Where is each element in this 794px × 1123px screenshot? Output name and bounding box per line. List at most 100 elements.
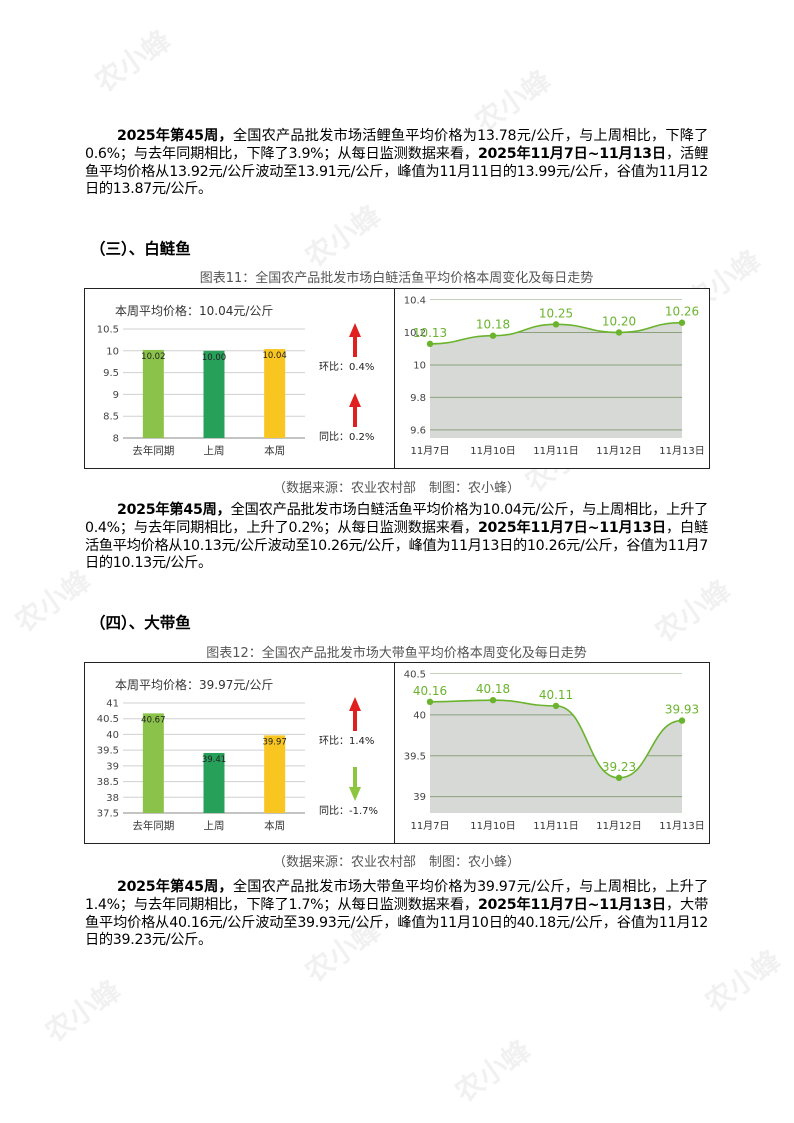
x-tick-label: 去年同期 [132, 819, 174, 832]
y-tick-label: 40.5 [97, 714, 119, 725]
watermark: 农小蜂 [648, 573, 737, 649]
para-lead: 2025年第45周， [117, 502, 231, 518]
section-title-silver-carp: （三）、白鲢鱼 [90, 240, 191, 258]
para-date-range: 2025年11月7日~11月13日 [477, 145, 666, 162]
y-tick-label: 10.2 [404, 328, 426, 339]
line-panel-hairtail: 40.5 40 39.5 39 40.16 11月7日 40.18 11月10日 40.11 11… [394, 662, 710, 844]
data-point [489, 332, 497, 339]
bar [142, 713, 164, 813]
data-value-label: 39.93 [665, 703, 699, 717]
bar-value-label: 10.00 [202, 353, 226, 363]
chart-subtitle: 本周平均价格：10.04元/公斤 [115, 303, 273, 318]
line-panel-silver-carp: 10.4 10.2 10 9.8 9.6 10.13 11月7日 10.18 11月10日 10.… [394, 288, 710, 469]
y-tick-label: 10.4 [404, 296, 426, 307]
change-label: 环比：1.4% [319, 735, 374, 747]
section-title-hairtail: （四）、大带鱼 [90, 614, 191, 632]
data-point [678, 319, 686, 326]
bar-panel-hairtail: 本周平均价格：39.97元/公斤 41 40.5 40 39.5 39 38.5 38 37.5… [84, 662, 398, 844]
para-text: ，活鲤鱼平均价格从13.92元/公斤波动至13.91元/公斤，峰值为11月11日… [85, 145, 708, 198]
x-tick-label: 11月10日 [470, 445, 515, 457]
chart-subtitle: 本周平均价格：39.97元/公斤 [115, 677, 273, 692]
paragraph-hairtail: 2025年第45周，全国农产品批发市场大带鱼平均价格为39.97元/公斤，与上周… [85, 879, 708, 950]
para-text: 全国农产品批发市场白鲢活鱼平均价格为10.04元/公斤，与上周相比，上升了0.4… [85, 502, 708, 536]
x-tick-label: 本周 [264, 444, 285, 457]
bar-chart-hairtail: 本周平均价格：39.97元/公斤 41 40.5 40 39.5 39 38.5 38 37.5… [97, 677, 378, 832]
data-point [426, 340, 434, 348]
paragraph-carp: 2025年第45周，全国农产品批发市场活鲤鱼平均价格为13.78元/公斤，与上周… [85, 128, 708, 199]
x-tick-label: 本周 [264, 819, 285, 832]
y-tick-label: 38 [106, 793, 119, 804]
line-chart-silver-carp: 10.4 10.2 10 9.8 9.6 10.13 11月7日 10.18 11月10日 10.… [404, 296, 705, 458]
y-tick-label: 38.5 [97, 777, 119, 788]
x-tick-label: 11月12日 [596, 820, 641, 832]
y-tick-label: 39.5 [404, 751, 426, 762]
bar [264, 349, 286, 438]
data-value-label: 40.11 [539, 688, 573, 702]
data-value-label: 10.13 [413, 326, 447, 340]
x-tick-label: 11月7日 [410, 445, 449, 457]
watermark: 农小蜂 [88, 23, 177, 99]
y-tick-label: 9.6 [410, 425, 426, 436]
x-tick-label: 11月11日 [533, 820, 578, 832]
line-chart-hairtail: 40.5 40 39.5 39 40.16 11月7日 40.18 11月10日 40.11 11… [404, 670, 705, 833]
data-point [615, 774, 623, 782]
data-point [489, 696, 497, 704]
y-tick-label: 9.8 [410, 393, 426, 404]
para-date-range: 2025年11月7日~11月13日 [477, 519, 666, 536]
x-tick-label: 去年同期 [132, 444, 174, 457]
y-tick-label: 39 [413, 792, 426, 803]
x-tick-label: 上周 [204, 445, 225, 457]
change-label: 同比：-1.7% [319, 805, 378, 817]
x-tick-label: 上周 [204, 820, 225, 832]
y-tick-label: 39.5 [97, 746, 119, 757]
bar [203, 752, 225, 813]
para-lead: 2025年第45周， [117, 128, 233, 144]
y-tick-label: 40 [413, 710, 426, 721]
y-tick-label: 9.5 [103, 368, 119, 379]
arrow-up-icon [349, 697, 361, 731]
bar-value-label: 39.41 [202, 755, 226, 765]
data-point [678, 717, 686, 724]
data-value-label: 10.26 [665, 305, 699, 319]
bar-chart-silver-carp: 本周平均价格：10.04元/公斤 10.5 10 9.5 9 8.5 8 10.02 去年同期 1… [97, 303, 375, 457]
arrow-up-icon [349, 323, 361, 357]
para-text: 全国农产品批发市场大带鱼平均价格为39.97元/公斤，与上周相比，上升了1.4%… [85, 879, 708, 913]
y-tick-label: 40.5 [404, 670, 426, 681]
figure-title-12: 图表12：全国农产品批发市场大带鱼平均价格本周变化及每日走势 [206, 646, 587, 661]
arrow-down-icon [349, 767, 361, 801]
para-text: ，大带鱼平均价格从40.16元/公斤波动至39.93元/公斤，峰值为11月10日… [85, 896, 708, 949]
x-tick-label: 11月13日 [659, 820, 704, 832]
data-point [552, 702, 560, 710]
paragraph-silver-carp: 2025年第45周，全国农产品批发市场白鲢活鱼平均价格为10.04元/公斤，与上… [85, 502, 708, 573]
series-line [429, 699, 683, 779]
watermark: 农小蜂 [38, 973, 127, 1049]
y-tick-label: 9 [113, 390, 119, 401]
data-point [552, 321, 560, 328]
x-tick-label: 11月11日 [533, 445, 578, 457]
data-value-label: 40.18 [476, 682, 510, 696]
bar [142, 349, 164, 438]
data-value-label: 40.16 [413, 684, 447, 698]
change-label: 同比：0.2% [319, 431, 374, 443]
data-value-label: 10.18 [476, 318, 510, 332]
bar [264, 735, 286, 813]
figure-title-11: 图表11：全国农产品批发市场白鲢活鱼平均价格本周变化及每日走势 [199, 271, 594, 286]
para-lead: 2025年第45周， [117, 879, 233, 895]
y-tick-label: 8 [113, 434, 119, 445]
x-tick-label: 11月7日 [410, 820, 449, 832]
data-source: （数据来源：农业农村部 制图：农小蜂） [272, 481, 520, 496]
bar-value-label: 10.04 [262, 351, 286, 361]
bar-value-label: 40.67 [141, 715, 165, 725]
x-tick-label: 11月13日 [659, 445, 704, 457]
arrow-up-icon [349, 393, 361, 427]
x-tick-label: 11月12日 [596, 445, 641, 457]
watermark: 农小蜂 [698, 943, 787, 1019]
data-value-label: 10.20 [602, 314, 636, 328]
y-tick-label: 39 [106, 761, 119, 772]
x-tick-label: 11月10日 [470, 820, 515, 832]
bar-panel-silver-carp: 本周平均价格：10.04元/公斤 10.5 10 9.5 9 8.5 8 10.02 去年同期 1… [84, 288, 398, 469]
y-tick-label: 8.5 [103, 412, 119, 423]
y-tick-label: 10 [413, 360, 426, 371]
data-point [426, 698, 434, 705]
bar-value-label: 10.02 [141, 352, 165, 362]
